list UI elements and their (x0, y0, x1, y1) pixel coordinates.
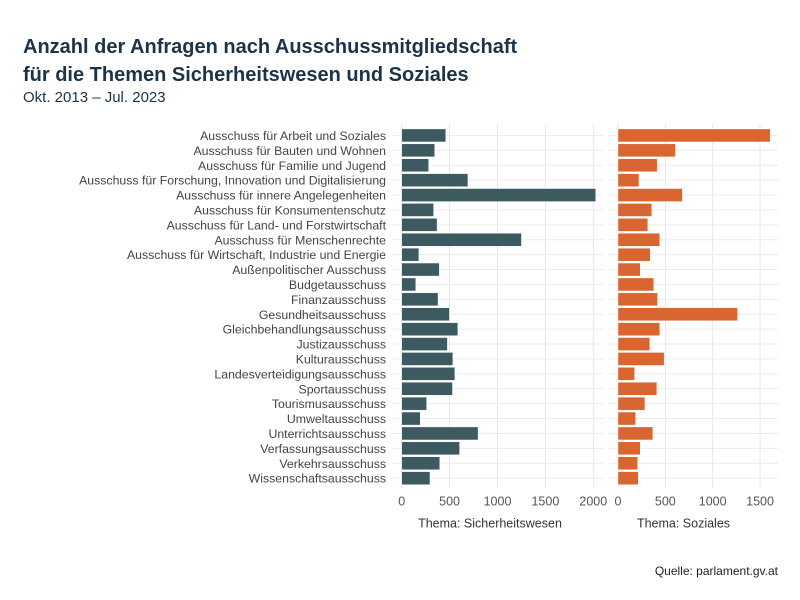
bar (617, 322, 660, 336)
bar (617, 441, 641, 456)
bar (401, 262, 440, 277)
bar (401, 173, 469, 187)
x-tick-label: 1000 (484, 495, 512, 509)
x-tick-label: 1500 (746, 495, 774, 509)
category-label: Tourismusausschuss (272, 397, 386, 411)
category-label: Ausschuss für Familie und Jugend (198, 159, 386, 173)
bar (401, 292, 439, 307)
category-label: Unterrichtsausschuss (268, 427, 386, 441)
bar (617, 218, 649, 232)
panel-label: Thema: Soziales (637, 517, 730, 531)
bar (401, 411, 421, 426)
category-label: Ausschuss für Konsumentenschutz (194, 203, 386, 217)
bar (401, 352, 454, 366)
bar (401, 158, 429, 172)
bar (401, 233, 522, 247)
category-label: Ausschuss für Land- und Forstwirtschaft (167, 218, 387, 232)
bar (401, 307, 450, 321)
category-label: Außenpolitischer Ausschuss (232, 263, 386, 277)
category-label: Budgetausschuss (289, 278, 386, 292)
source-caption: Quelle: parlament.gv.at (654, 564, 778, 578)
category-label: Ausschuss für Menschenrechte (214, 233, 386, 247)
category-label: Ausschuss für Bauten und Wohnen (193, 144, 386, 158)
bar (617, 173, 640, 187)
category-label: Verkehrsausschuss (279, 457, 386, 471)
category-label: Sportausschuss (299, 382, 387, 396)
bar (401, 396, 427, 411)
bar (617, 307, 738, 321)
bar (401, 218, 438, 232)
bar (401, 143, 435, 158)
x-tick-label: 1000 (699, 495, 727, 509)
category-label: Gesundheitsausschuss (259, 308, 386, 322)
bar (617, 411, 636, 426)
category-label: Finanzausschuss (291, 293, 386, 307)
bar (401, 441, 460, 456)
bar (617, 471, 639, 485)
bar (617, 367, 635, 381)
category-label: Wissenschaftsausschuss (249, 472, 386, 486)
bar (617, 396, 646, 411)
x-tick-label: 0 (615, 495, 622, 509)
x-tick-label: 500 (655, 495, 676, 509)
category-label: Gleichbehandlungsausschuss (223, 323, 386, 337)
bar (617, 128, 771, 143)
bar (617, 426, 654, 441)
x-tick-label: 0 (398, 495, 405, 509)
category-label: Verfassungsausschuss (260, 442, 386, 456)
bar (401, 247, 420, 262)
bar (617, 277, 654, 292)
x-tick-label: 1500 (531, 495, 559, 509)
chart-title-line-1: Anzahl der Anfragen nach Ausschussmitgli… (23, 36, 518, 58)
bar (617, 382, 658, 396)
x-tick-label: 500 (439, 495, 460, 509)
bar (617, 262, 641, 277)
category-label: Kulturausschuss (296, 352, 386, 366)
bar (401, 426, 479, 441)
bar (401, 322, 459, 336)
category-label: Ausschuss für Arbeit und Soziales (200, 129, 386, 143)
category-label: Umweltausschuss (287, 412, 386, 426)
bar (617, 203, 653, 217)
bar (617, 247, 651, 262)
bar (401, 382, 453, 396)
bar (401, 277, 416, 292)
bar (617, 456, 638, 470)
category-label: Ausschuss für Forschung, Innovation und … (79, 174, 386, 188)
chart-title-line-2: für die Themen Sicherheitswesen und Sozi… (23, 64, 469, 86)
panel-label: Thema: Sicherheitswesen (418, 517, 562, 531)
x-tick-label: 2000 (579, 495, 607, 509)
bar (401, 128, 446, 143)
bar (617, 352, 665, 366)
category-label: Landesverteidigungsausschuss (214, 367, 386, 381)
bar (617, 292, 658, 307)
bar (401, 203, 434, 217)
category-label: Justizausschuss (296, 338, 386, 352)
bar (617, 188, 683, 202)
bar (617, 143, 676, 158)
bar (401, 337, 448, 351)
bar (401, 188, 596, 202)
bar (617, 233, 660, 247)
bar (401, 367, 456, 381)
chart-subtitle: Okt. 2013 – Jul. 2023 (23, 89, 166, 106)
category-label: Ausschuss für innere Angelegenheiten (176, 189, 386, 203)
bar (617, 158, 658, 172)
category-label: Ausschuss für Wirtschaft, Industrie und … (127, 248, 386, 262)
bar (401, 471, 431, 485)
bar (401, 456, 440, 470)
bar (617, 337, 651, 351)
